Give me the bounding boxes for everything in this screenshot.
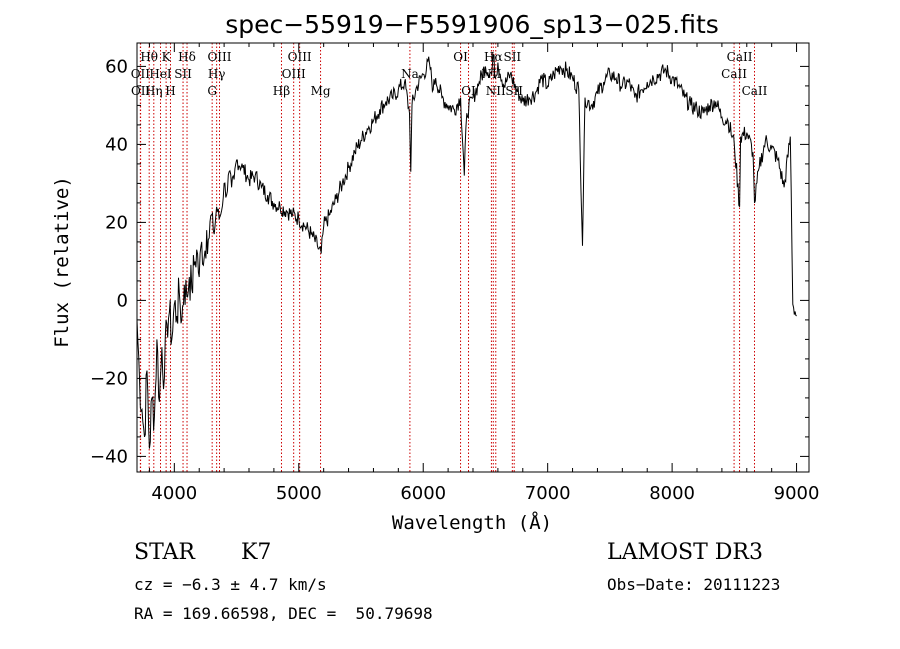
y-tick-label-5: 60 (105, 56, 128, 77)
emission-line-labels: Hθ OII OII K Hη HeI H Hδ SII OIII Hγ G Hβ OIII OIII Mg N… (131, 50, 768, 98)
x-axis-ticks: 4000 5000 6000 7000 8000 9000 (148, 43, 820, 504)
line-marker-label-16: Na (401, 67, 419, 81)
line-marker-label-11: G (207, 84, 217, 98)
y-tick-label-2: 0 (117, 290, 128, 311)
line-marker-label-10: Hγ (208, 67, 226, 81)
x-tick-label-0: 4000 (151, 483, 197, 504)
x-tick-label-5: 9000 (774, 483, 820, 504)
line-marker-label-7: Hδ (178, 50, 196, 64)
spectrum-line (136, 54, 797, 449)
y-axis-ticks: −40 −20 0 20 40 60 (90, 56, 809, 467)
object-class: STAR (134, 540, 195, 565)
survey-name: LAMOST DR3 (607, 540, 763, 565)
x-tick-label-1: 5000 (276, 483, 322, 504)
x-axis-label: Wavelength (Å) (392, 511, 552, 534)
line-marker-label-26: CaII (742, 84, 768, 98)
line-marker-label-22: NII (486, 84, 506, 98)
redshift-readout: cz = −6.3 ± 4.7 km/s (134, 575, 327, 594)
line-marker-label-24: CaII (727, 50, 753, 64)
line-marker-label-4: Hη (145, 84, 163, 98)
line-marker-label-14: OIII (282, 67, 306, 81)
line-marker-label-12: Hβ (273, 84, 290, 98)
line-marker-label-6: H (165, 84, 175, 98)
y-tick-label-4: 40 (105, 134, 128, 155)
object-subclass: K7 (241, 540, 272, 565)
line-marker-label-8: SII (174, 67, 192, 81)
emission-line-markers (139, 43, 755, 472)
line-marker-label-0: Hθ (140, 50, 158, 64)
line-marker-label-1: OII (131, 67, 151, 81)
line-marker-label-17: OI (453, 50, 468, 64)
line-marker-label-5: HeI (149, 67, 172, 81)
chart-title: spec−55919−F5591906_sp13−025.fits (225, 10, 719, 39)
line-marker-label-15: Mg (311, 84, 331, 98)
x-tick-label-4: 8000 (649, 483, 695, 504)
line-marker-label-13: OIII (288, 50, 312, 64)
line-marker-label-25: CaII (721, 67, 747, 81)
y-tick-label-1: −20 (90, 368, 128, 389)
observation-date: Obs−Date: 20111223 (607, 575, 781, 594)
line-marker-label-2: OII (131, 84, 151, 98)
coordinates-readout: RA = 169.66598, DEC = 50.79698 (134, 604, 433, 623)
x-tick-label-3: 7000 (525, 483, 571, 504)
line-marker-label-20: SII (503, 50, 521, 64)
line-marker-label-9: OIII (207, 50, 231, 64)
line-marker-label-3: K (162, 50, 172, 64)
y-tick-label-3: 20 (105, 212, 128, 233)
line-marker-label-18: OI (461, 84, 476, 98)
y-axis-label: Flux (relative) (51, 176, 73, 348)
x-tick-label-2: 6000 (400, 483, 446, 504)
y-tick-label-0: −40 (90, 446, 128, 467)
